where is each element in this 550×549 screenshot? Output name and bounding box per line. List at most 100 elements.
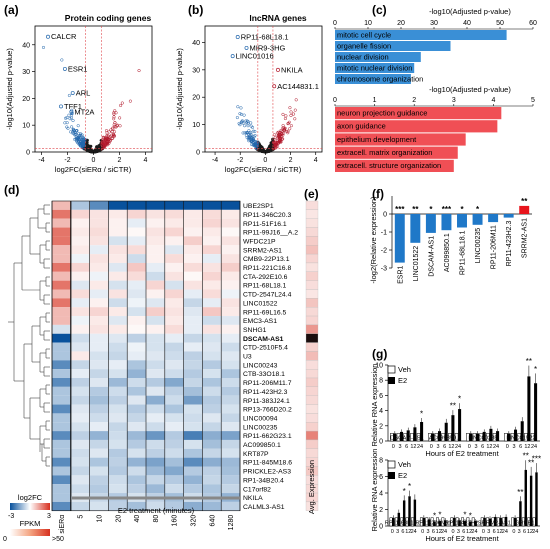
heatmap-cell (70, 218, 90, 228)
g-timepoint-label: 3 (457, 529, 460, 535)
heatmap-cell (164, 475, 184, 485)
heatmap-cell (183, 475, 203, 485)
heatmap-cell (164, 342, 184, 352)
g-bar-e2 (513, 517, 517, 526)
heatmap-cell (52, 493, 71, 502)
g-timepoint-label: 0 (430, 444, 433, 450)
avg-expression-cell (305, 448, 319, 458)
heatmap-cell (202, 298, 222, 308)
g-y-tick-label: 4 (379, 408, 383, 415)
heatmap-cell (164, 201, 184, 210)
g-bar-e2 (496, 431, 500, 441)
heatmap-row-labels: UBE2SP1 RP11-346C20.3 RP11-51F16.1 RP11-99J… (243, 203, 298, 511)
volcano-point (76, 137, 80, 141)
heatmap-cell (127, 457, 146, 467)
volcano-labeled-point (46, 34, 50, 39)
heatmap-cell (52, 324, 71, 334)
heatmap-cell (108, 439, 128, 449)
volcano-b-ylabel: -log10(Adjusted p-value) (175, 48, 184, 130)
volcano-point (64, 116, 68, 120)
heatmap-cell (127, 254, 146, 263)
heatmap-cell (89, 351, 109, 361)
heatmap-cell (127, 298, 146, 308)
heatmap-cell (52, 484, 71, 494)
heatmap-cell (89, 324, 109, 334)
avg-expression-label: Avg. Expression (307, 460, 316, 514)
g-bar-e2 (507, 433, 511, 441)
g-timepoint-label: 12 (496, 529, 502, 535)
heatmap-cell (164, 289, 184, 299)
heatmap-cell (108, 475, 128, 485)
heatmap-row-label: WFDC21P (243, 238, 276, 245)
heatmap-cell (146, 448, 165, 458)
heatmap-cell (202, 271, 222, 281)
f-bar (394, 214, 405, 263)
heatmap-row-label: C17orf82 (243, 486, 271, 493)
volcano-point (254, 146, 258, 150)
g-timepoint-label: 6 (432, 529, 435, 535)
heatmap-cell (52, 386, 71, 396)
f-bar (472, 214, 483, 225)
g-bar-e2 (453, 517, 456, 526)
g-timepoint-label: 6 (519, 444, 522, 450)
heatmap-cell (127, 280, 146, 290)
heatmap-cell (52, 351, 71, 361)
heatmap-cell (108, 369, 128, 378)
avg-expression-cell (305, 315, 319, 326)
heatmap-cell (89, 316, 109, 325)
heatmap-cell (221, 413, 240, 423)
heatmap-cell (183, 262, 203, 272)
heatmap-row-label: CTA-292E10.6 (243, 274, 288, 281)
volcano-point (249, 121, 253, 125)
heatmap-cell (108, 404, 128, 414)
volcano-point (110, 137, 114, 141)
volcano-point (41, 45, 46, 49)
heatmap-cell (221, 201, 240, 210)
go-bar-label: axon guidance (337, 122, 386, 131)
timecourse-bottom-ylabel: Relative RNA expression (370, 449, 379, 532)
g-timepoint-label: 12 (405, 529, 411, 535)
volcano-point (282, 131, 286, 135)
f-significance: ** (521, 197, 528, 206)
heatmap-cell (108, 254, 128, 263)
heatmap-cell (202, 333, 222, 343)
heatmap-row-label: CTD-2510F5.4 (243, 345, 288, 352)
heatmap-row-label: AC099850.1 (243, 442, 281, 449)
volcano-point-label: MT2A (74, 107, 94, 116)
g-timepoint-label: 12 (466, 529, 472, 535)
g-timepoint-label: 6 (523, 529, 526, 535)
heatmap-cell (127, 227, 146, 237)
heatmap-cell (70, 201, 90, 210)
g-significance: ** (528, 458, 534, 467)
heatmap-row-label: RP11-69L16.5 (243, 309, 287, 316)
y-tick-label: 30 (22, 69, 30, 76)
heatmap-cell (183, 298, 203, 308)
avg-expression-cell (305, 422, 319, 432)
volcano-point (277, 135, 282, 139)
heatmap-cell (183, 218, 203, 228)
heatmap-row-label: RP11-423H2.3 (243, 389, 288, 396)
heatmap-cell (52, 227, 71, 237)
heatmap-cell (108, 218, 128, 228)
go-bar (335, 41, 451, 51)
heatmap-cell (146, 395, 165, 405)
c-x-tick-label: 50 (496, 20, 504, 27)
heatmap-cell (146, 236, 165, 246)
heatmap-cell (164, 218, 184, 228)
heatmap-cell (70, 245, 90, 255)
heatmap-cell (221, 254, 240, 263)
heatmap-cell (164, 439, 184, 449)
heatmap-cell (146, 369, 165, 378)
go-bar-label: neuron projection guidance (337, 108, 427, 117)
heatmap-cell (164, 209, 184, 219)
heatmap-cell (108, 386, 128, 396)
f-bar (519, 205, 530, 214)
heatmap-cell (221, 369, 240, 378)
heatmap-cell (164, 324, 184, 334)
g-timepoint-label: 24 (417, 444, 423, 450)
